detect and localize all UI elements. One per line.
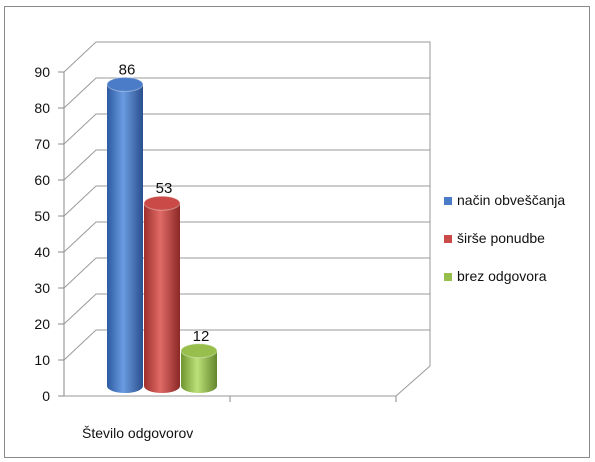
legend-label-brez-odgovora: brez odgovora — [457, 268, 547, 284]
y-tick-label: 50 — [34, 208, 50, 224]
gridline — [63, 185, 430, 217]
bar-0 — [106, 76, 144, 394]
legend-swatch-nacin-obvescanja — [444, 197, 452, 205]
gridline — [63, 221, 430, 253]
gridline — [63, 293, 430, 325]
gridline — [63, 257, 430, 289]
y-tick-label: 60 — [34, 172, 50, 188]
gridline — [63, 41, 430, 73]
bar-top — [106, 76, 144, 92]
legend: način obveščanja širše ponudbe brez odgo… — [444, 192, 565, 284]
y-tick-label: 0 — [42, 388, 50, 404]
y-tick-label: 90 — [34, 64, 50, 80]
bar-2 — [180, 343, 218, 393]
bar-top — [143, 195, 181, 211]
gridline — [63, 329, 430, 361]
data-label: 53 — [156, 180, 173, 197]
gridline — [63, 77, 430, 109]
legend-swatch-sirse-ponudbe — [444, 235, 452, 243]
legend-label-nacin-obvescanja: način obveščanja — [457, 192, 565, 208]
chart-frame — [4, 6, 590, 458]
bar-top — [180, 343, 218, 359]
y-tick-label: 40 — [34, 244, 50, 260]
bar-body — [107, 84, 143, 394]
y-tick-label: 10 — [34, 352, 50, 368]
category-label: Število odgovorov — [82, 425, 193, 441]
bar-1 — [143, 195, 181, 393]
data-label: 86 — [119, 61, 136, 78]
y-tick-label: 20 — [34, 316, 50, 332]
gridline — [63, 113, 430, 145]
gridline — [63, 149, 430, 181]
legend-label-sirse-ponudbe: širše ponudbe — [457, 230, 545, 246]
y-tick-label: 30 — [34, 280, 50, 296]
data-label: 12 — [193, 328, 210, 345]
y-tick-label: 70 — [34, 136, 50, 152]
bar-body — [144, 203, 180, 393]
legend-swatch-brez-odgovora — [444, 273, 452, 281]
y-tick-label: 80 — [34, 100, 50, 116]
bar-body — [181, 350, 217, 393]
